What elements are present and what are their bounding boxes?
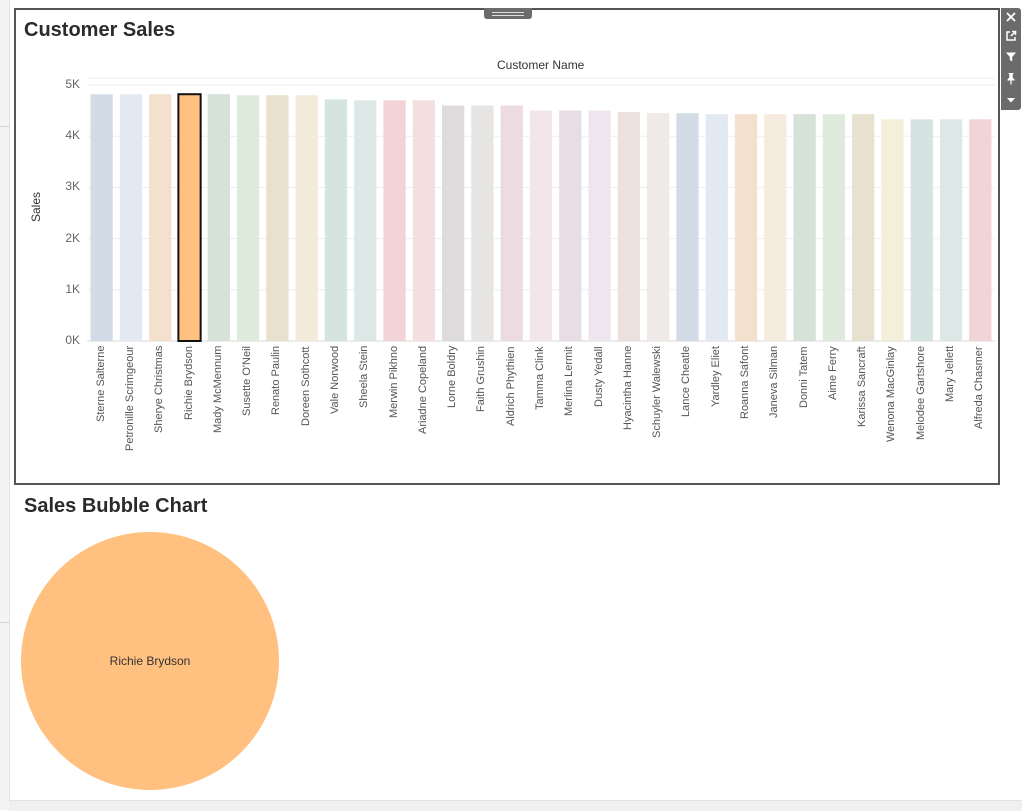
x-tick-label[interactable]: Lorne Boldry — [446, 345, 459, 408]
x-tick-label[interactable]: Merlina Lermit — [563, 346, 576, 416]
x-tick-label[interactable]: Faith Grushin — [475, 345, 488, 412]
x-tick-label[interactable]: Wenona MacGinlay — [885, 346, 898, 442]
close-icon[interactable] — [1001, 8, 1021, 26]
x-tick-label[interactable]: Susette O'Neil — [241, 346, 254, 416]
y-tick-label: 3K — [65, 179, 80, 194]
x-tick-label[interactable]: Petronille Scrimgeour — [123, 345, 136, 451]
x-tick-label[interactable]: Hyacintha Hanne — [621, 345, 634, 430]
x-tick-label[interactable]: Schuyler Walewski — [651, 346, 664, 438]
sidebar-divider — [0, 126, 9, 127]
x-tick-label[interactable]: Janeva Silman — [768, 345, 781, 418]
x-tick-label[interactable]: Doreen Sothcott — [299, 346, 312, 427]
x-tick-label[interactable]: Donni Tatem — [797, 346, 810, 408]
left-sidebar-strip — [0, 0, 10, 810]
bubble[interactable] — [21, 532, 279, 790]
sidebar-divider — [0, 622, 9, 623]
y-tick-label: 2K — [65, 230, 80, 245]
customer-sales-title: Customer Sales — [24, 19, 176, 41]
x-tick-label[interactable]: Sheela Stein — [358, 345, 371, 408]
x-tick-label[interactable]: Sterne Salterne — [94, 345, 107, 422]
x-tick-label[interactable]: Mary Jellett — [944, 345, 957, 402]
external-link-icon[interactable] — [1001, 27, 1021, 45]
x-tick-label[interactable]: Roanna Safont — [739, 345, 752, 419]
x-tick-label[interactable]: Ariadne Copeland — [416, 345, 429, 434]
x-tick-label[interactable]: Karissa Sancraft — [856, 346, 869, 427]
x-tick-label[interactable]: Renato Paulin — [270, 345, 283, 415]
pin-icon[interactable] — [1001, 69, 1021, 87]
x-tick-label[interactable]: Aldrich Phythien — [504, 346, 517, 427]
dropdown-arrow-icon[interactable] — [1001, 91, 1021, 109]
x-tick-label[interactable]: Tamma Clink — [534, 346, 546, 410]
y-tick-label: 1K — [65, 281, 80, 296]
x-tick-label[interactable]: Lance Cheatle — [680, 346, 693, 417]
x-tick-label[interactable]: Melodee Gartshore — [914, 345, 927, 440]
bubble-chart-title: Sales Bubble Chart — [24, 495, 208, 517]
x-axis-title: Customer Name — [497, 58, 585, 72]
filter-icon[interactable] — [1001, 48, 1021, 66]
bottom-strip — [9, 800, 1022, 811]
x-tick-label[interactable]: Vale Norwood — [328, 345, 341, 414]
x-tick-label[interactable]: Richie Brydson — [182, 346, 195, 420]
x-tick-label[interactable]: Dusty Yedall — [592, 346, 605, 407]
y-tick-label: 0K — [65, 333, 80, 347]
x-tick-label[interactable]: Alfreda Chasmer — [973, 346, 986, 429]
x-tick-label[interactable]: Mady McMennum — [211, 345, 224, 433]
x-tick-label[interactable]: Sherye Christmas — [153, 345, 166, 433]
bubble-label: Richie Brydson — [109, 654, 191, 668]
x-tick-label[interactable]: Yardley Eliet — [709, 346, 722, 407]
drag-handle[interactable] — [484, 8, 532, 19]
x-tick-label[interactable]: Aime Ferry — [826, 346, 839, 400]
sales-bubble-chart — [21, 532, 279, 790]
y-tick-label: 5K — [65, 77, 80, 91]
panel-toolbar — [1001, 8, 1021, 110]
x-tick-label[interactable]: Merwin Pikhno — [387, 345, 400, 418]
y-axis-title: Sales — [29, 191, 43, 222]
y-tick-label: 4K — [65, 128, 80, 143]
